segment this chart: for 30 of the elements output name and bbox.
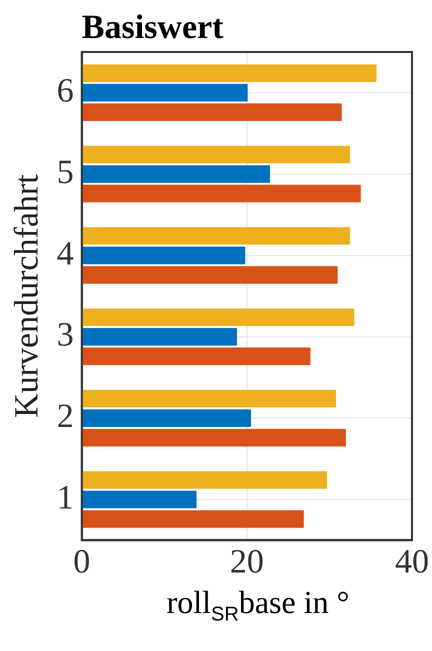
y-tick-label: 2 — [56, 398, 74, 436]
bar — [82, 471, 327, 489]
bar — [82, 348, 310, 366]
bar — [82, 227, 350, 245]
bar — [82, 184, 361, 202]
x-axis-title: roll$_{SR}$base in ° — [166, 584, 350, 626]
bar — [82, 84, 248, 102]
x-tick-label: 20 — [230, 544, 264, 581]
bar — [82, 510, 304, 528]
y-tick-label: 1 — [56, 479, 74, 516]
bar — [82, 428, 346, 446]
bar — [82, 308, 354, 326]
bar — [82, 146, 350, 164]
x-tick-label: 40 — [395, 544, 429, 581]
y-tick-label: 4 — [56, 235, 74, 272]
bar — [82, 246, 246, 264]
x-tick-label: 0 — [73, 544, 90, 581]
bar — [82, 266, 338, 284]
y-axis-title: Kurvendurchfahrt — [8, 174, 46, 418]
bar — [82, 328, 237, 346]
bar — [82, 490, 197, 508]
bar — [82, 64, 377, 82]
y-tick-label: 3 — [56, 316, 74, 354]
y-tick-label: 6 — [56, 72, 74, 110]
bar — [82, 390, 336, 408]
bar — [82, 103, 342, 121]
bar — [82, 165, 270, 183]
chart-title: Basiswert — [82, 8, 224, 46]
y-tick-label: 5 — [56, 154, 74, 191]
bar — [82, 409, 252, 427]
